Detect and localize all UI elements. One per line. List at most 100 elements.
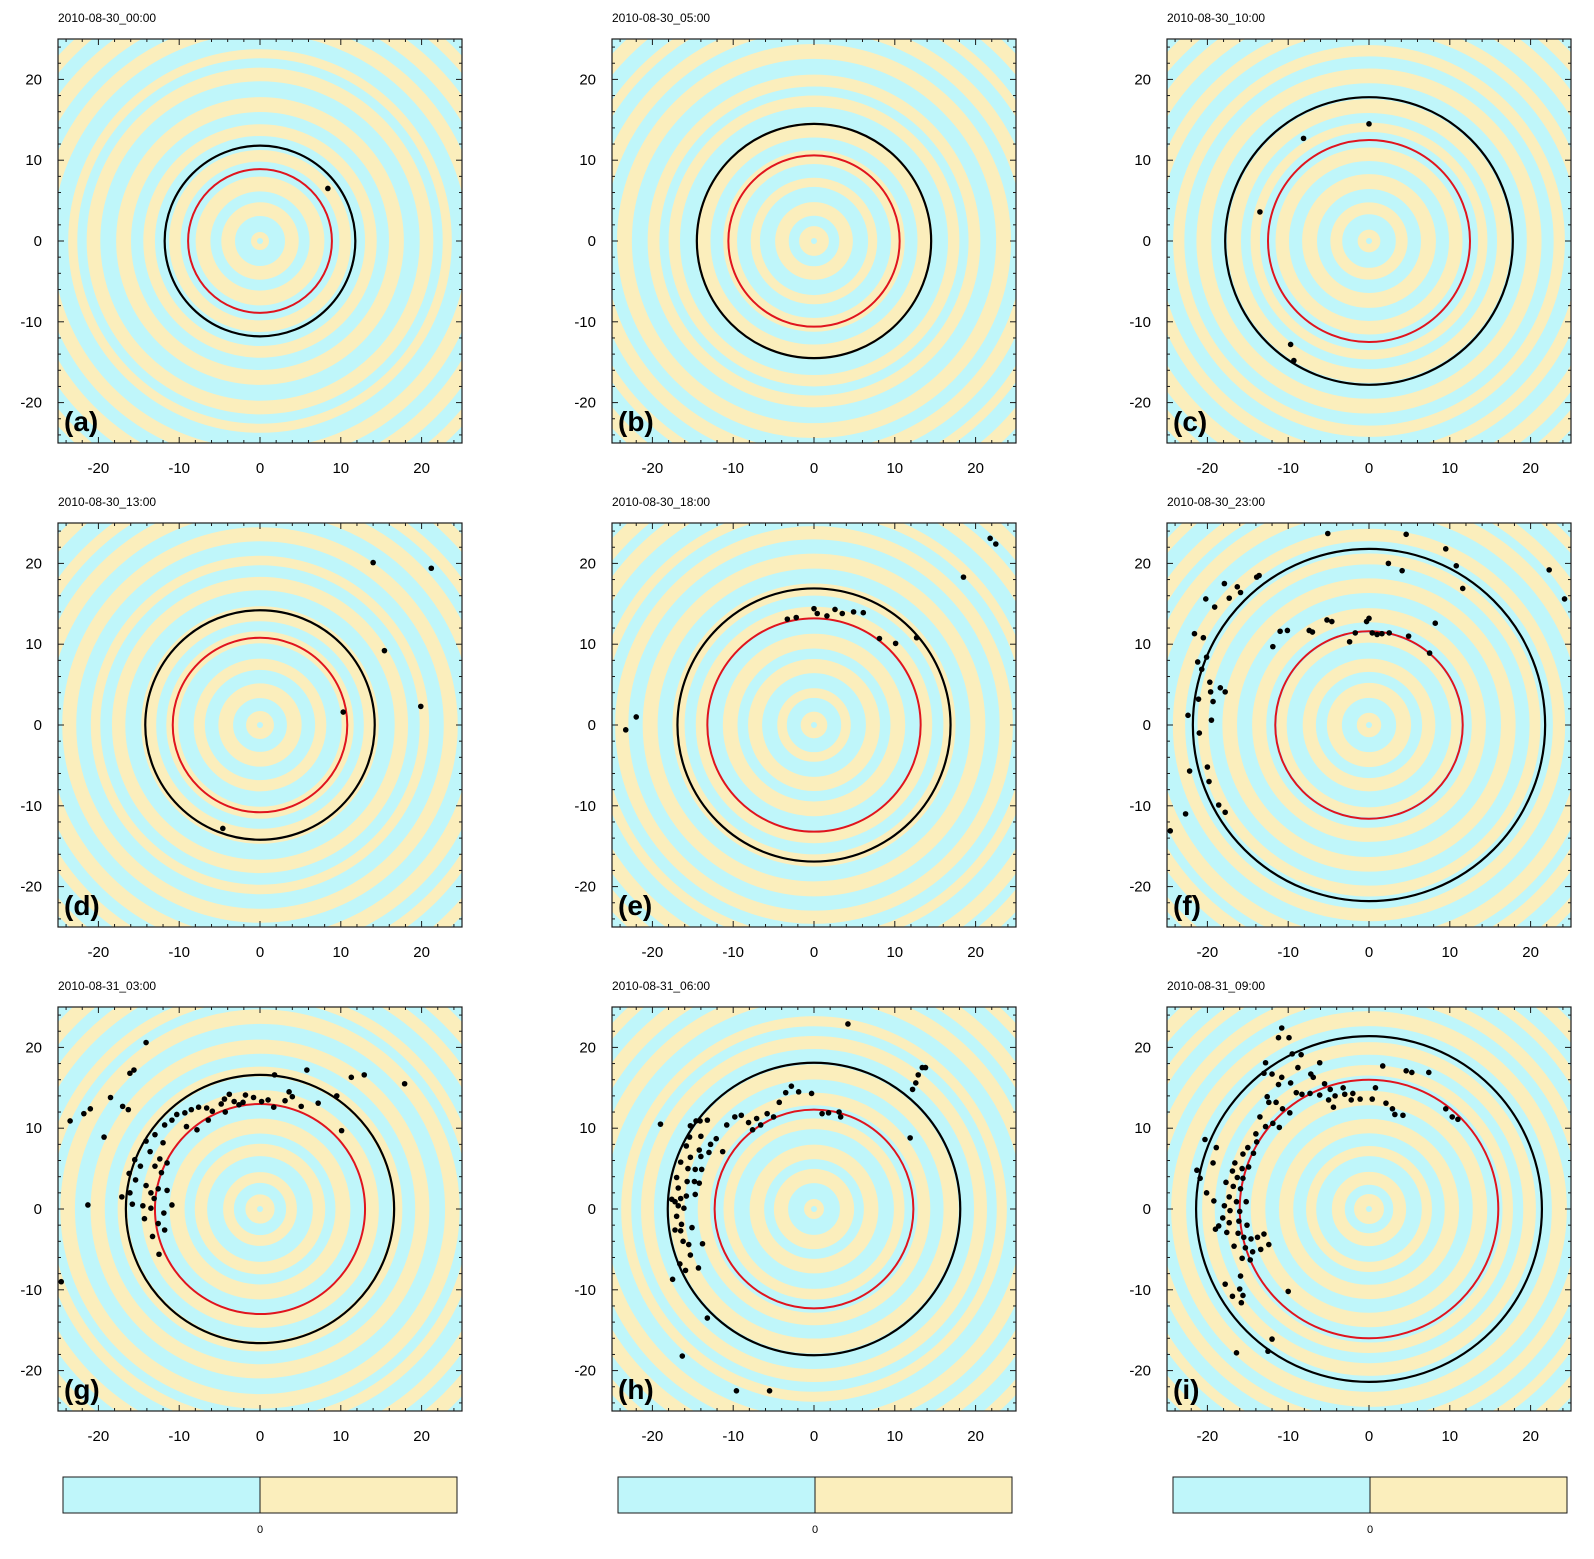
scatter-point: [361, 1072, 368, 1078]
scatter-point: [1237, 1273, 1244, 1279]
scatter-point: [1269, 1071, 1275, 1077]
y-tick-label: -10: [1129, 1282, 1151, 1299]
scatter-point: [160, 1139, 166, 1146]
scatter-point: [1222, 689, 1228, 695]
x-tick-label: 0: [1365, 1428, 1373, 1445]
scatter-point: [689, 1224, 695, 1231]
contour-ring: [169, 1118, 351, 1300]
panel-label: (g): [64, 1374, 100, 1405]
contour-ring: [1227, 99, 1511, 383]
scatter-points: [1257, 121, 1372, 364]
scatter-point: [1243, 1198, 1249, 1205]
x-tick-label: 20: [413, 1428, 430, 1445]
scatter-point: [1316, 1092, 1323, 1098]
scatter-point: [993, 541, 999, 547]
scatter-point: [1449, 1114, 1456, 1120]
outer-circle: [124, 1073, 396, 1345]
scatter-point: [348, 1074, 355, 1081]
y-tick-label: -10: [574, 1282, 596, 1299]
scatter-point: [1341, 1091, 1348, 1098]
scatter-point: [1202, 1136, 1208, 1143]
scatter-point: [1330, 1104, 1337, 1110]
scatter-point: [837, 1114, 844, 1120]
scatter-point: [1245, 1164, 1252, 1170]
scatter-point: [218, 1101, 225, 1107]
scatter-point: [401, 1080, 408, 1087]
scatter-point: [1248, 1236, 1254, 1242]
scatter-point: [157, 1156, 163, 1162]
panel-title: 2010-08-30_13:00: [58, 495, 156, 509]
y-tick-label: -20: [574, 395, 596, 412]
contour-field: [1167, 523, 1571, 927]
x-tick-label: 10: [1441, 1428, 1458, 1445]
scatter-point: [1244, 1222, 1250, 1228]
x-tick-label: 10: [886, 1428, 903, 1445]
scatter-point: [158, 1169, 165, 1176]
scatter-point: [1270, 1120, 1276, 1127]
scatter-point: [1324, 617, 1330, 623]
x-tick-label: -10: [168, 460, 190, 477]
scatter-point: [1357, 1096, 1363, 1102]
scatter-point: [1237, 1186, 1244, 1192]
colorbar: 0: [62, 1476, 458, 1536]
x-tick-label: -10: [168, 1428, 190, 1445]
contour-ring: [722, 633, 906, 817]
x-tick-label: 10: [332, 460, 349, 477]
scatter-point: [1374, 631, 1380, 638]
scatter-point: [1266, 1099, 1272, 1106]
scatter-point: [1223, 1179, 1229, 1186]
scatter-point: [672, 1227, 678, 1233]
scatter-point: [127, 1070, 133, 1077]
contour-ring: [1276, 632, 1462, 818]
scatter-point: [140, 1202, 146, 1209]
scatter-point: [1226, 595, 1233, 601]
inner-circle: [187, 168, 333, 314]
contour-ring: [1172, 528, 1566, 922]
panel: 2010-08-30_00:00 -20 -10 0 10 20 -20 -10 0 10 20 (a…: [20, 11, 463, 477]
y-tick-label: 10: [1134, 1120, 1151, 1137]
scatter-point: [1236, 1286, 1243, 1292]
scatter-point: [1236, 1218, 1242, 1224]
x-tick-label: -10: [722, 460, 744, 477]
contour-ring: [1197, 553, 1541, 897]
x-tick-label: 0: [256, 944, 264, 961]
scatter-point: [1453, 563, 1460, 569]
scatter-point: [795, 1089, 802, 1095]
scatter-point: [1221, 580, 1228, 587]
scatter-point: [1249, 1249, 1256, 1255]
field-center: [811, 1206, 817, 1212]
scatter-point: [226, 1091, 233, 1098]
scatter-point: [1276, 1124, 1283, 1131]
outer-circle: [1194, 1034, 1544, 1384]
scatter-point: [686, 1134, 693, 1140]
contour-ring: [111, 576, 409, 874]
scatter-point: [147, 1148, 153, 1155]
scatter-point: [131, 1156, 138, 1163]
contour-ring: [1222, 578, 1516, 872]
scatter-point: [687, 1122, 694, 1129]
contour-ring: [1196, 68, 1542, 414]
scatter-point: [839, 610, 846, 617]
scatter-point: [698, 1153, 704, 1160]
contour-ring: [723, 1118, 905, 1300]
scatter-point: [683, 1193, 690, 1199]
y-tick-label: 10: [1134, 152, 1151, 169]
scatter-point: [753, 1115, 760, 1122]
scatter-point: [1194, 659, 1201, 665]
contour-ring: [116, 97, 404, 385]
scatter-point: [1346, 638, 1353, 645]
scatter-point: [1287, 1110, 1293, 1116]
scatter-point: [1230, 1183, 1237, 1190]
scatter-point: [1286, 1034, 1292, 1041]
contour-ring: [246, 711, 274, 739]
scatter-point: [1236, 1208, 1243, 1215]
x-tick-label: 10: [1441, 460, 1458, 477]
colorbar: 0: [617, 1476, 1013, 1536]
scatter-point: [793, 614, 800, 621]
scatter-point: [1321, 1080, 1328, 1087]
contour-ring: [90, 555, 430, 895]
scatter-point: [1222, 809, 1228, 816]
scatter-point: [1227, 1207, 1233, 1214]
scatter-point: [1366, 121, 1372, 127]
scatter-point: [1229, 1293, 1236, 1300]
